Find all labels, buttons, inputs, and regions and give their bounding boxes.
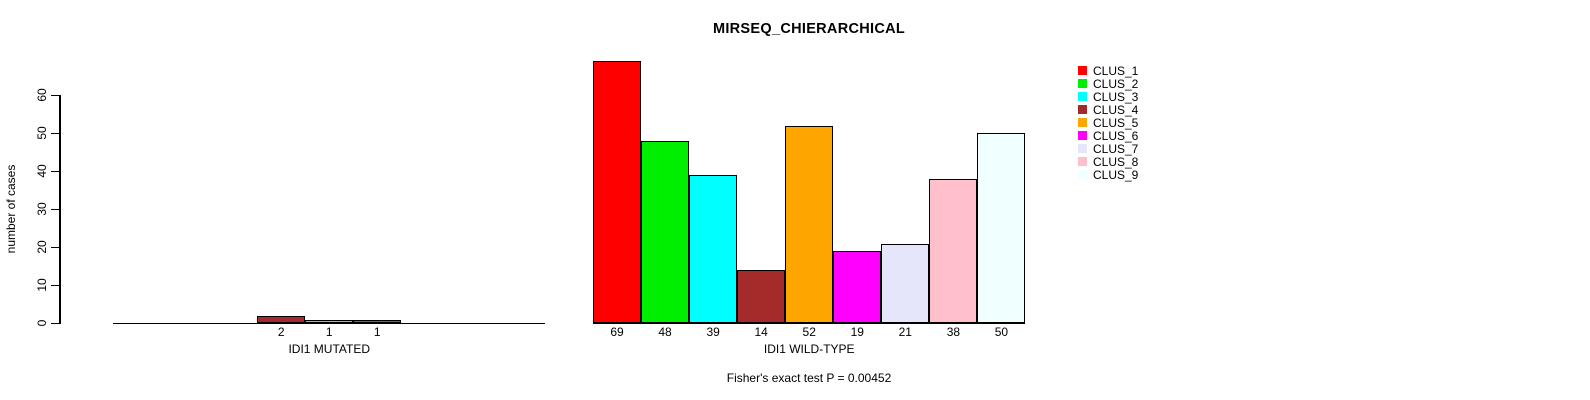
chart-title: MIRSEQ_CHIERARCHICAL (712, 20, 906, 37)
legend-swatch-clus_8 (1078, 156, 1088, 167)
bar-clus_1 (593, 61, 642, 324)
bar-clus_6 (353, 319, 402, 324)
bar-value-label: 14 (754, 324, 768, 339)
legend-label-clus_6: CLUS_6 (1093, 128, 1139, 143)
bar-value-label: 1 (373, 324, 381, 339)
y-axis-tick (51, 246, 60, 248)
bar-clus_7 (881, 243, 930, 324)
legend-label-clus_5: CLUS_5 (1093, 115, 1139, 130)
bar-clus_2 (641, 140, 690, 324)
bar-clus_8 (929, 178, 978, 324)
legend-label-clus_9: CLUS_9 (1093, 167, 1139, 182)
group-label: IDI1 MUTATED (288, 342, 370, 356)
legend-swatch-clus_1 (1078, 65, 1088, 76)
bar-value-label: 48 (658, 324, 672, 339)
y-axis-label: number of cases (4, 164, 18, 254)
legend-swatch-clus_3 (1078, 91, 1088, 102)
bar-value-label: 39 (706, 324, 720, 339)
legend-swatch-clus_2 (1078, 78, 1088, 89)
legend-label-clus_7: CLUS_7 (1093, 141, 1139, 156)
group-label: IDI1 WILD-TYPE (763, 342, 855, 356)
y-axis-tick-label: 20 (35, 240, 49, 254)
bar-clus_3 (689, 175, 738, 324)
y-axis-tick-label: 40 (35, 164, 49, 178)
bar-value-label: 52 (802, 324, 816, 339)
bar-clus_4 (257, 315, 306, 324)
legend-swatch-clus_6 (1078, 130, 1088, 141)
bar-value-label: 21 (898, 324, 912, 339)
legend-swatch-clus_9 (1078, 169, 1088, 180)
bar-value-label: 19 (850, 324, 864, 339)
y-axis-tick-label: 50 (35, 126, 49, 140)
legend-swatch-clus_7 (1078, 143, 1088, 154)
legend-label-clus_8: CLUS_8 (1093, 154, 1139, 169)
bar-clus_4 (737, 270, 786, 324)
y-axis-tick (51, 208, 60, 210)
bar-value-label: 2 (277, 324, 285, 339)
y-axis-tick (51, 132, 60, 134)
y-axis-tick (51, 284, 60, 286)
bar-clus_6 (833, 251, 882, 324)
y-axis-tick-label: 30 (35, 202, 49, 216)
legend-label-clus_3: CLUS_3 (1093, 89, 1139, 104)
legend-label-clus_2: CLUS_2 (1093, 76, 1139, 91)
bar-clus_5 (305, 319, 354, 324)
bar-value-label: 50 (994, 324, 1009, 339)
y-axis-tick (51, 170, 60, 172)
bar-value-label: 38 (946, 324, 961, 339)
fisher-test-annotation: Fisher's exact test P = 0.00452 (726, 371, 892, 385)
x-baseline (593, 322, 1026, 324)
y-axis-tick-label: 60 (35, 88, 49, 102)
y-axis-tick-label: 0 (35, 319, 49, 327)
bar-value-label: 69 (610, 324, 624, 339)
legend-label-clus_1: CLUS_1 (1093, 63, 1139, 78)
y-axis-tick (51, 322, 60, 324)
legend-swatch-clus_4 (1078, 104, 1088, 115)
y-axis-tick (51, 94, 60, 96)
y-axis-tick-label: 10 (35, 278, 49, 292)
bar-value-label: 1 (325, 324, 333, 339)
legend-label-clus_4: CLUS_4 (1093, 102, 1139, 117)
legend-swatch-clus_5 (1078, 117, 1088, 128)
bar-clus_5 (785, 125, 834, 324)
bar-clus_9 (977, 133, 1026, 324)
